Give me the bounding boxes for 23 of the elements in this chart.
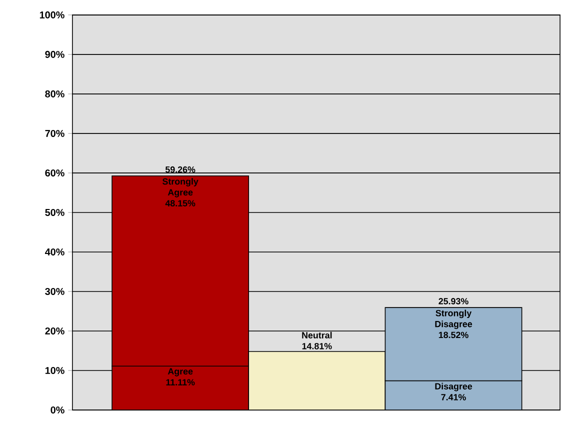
series-label: Strongly Agree bbox=[162, 178, 198, 198]
data-label: 7.41% bbox=[441, 394, 466, 400]
series-label: Agree bbox=[168, 368, 193, 376]
data-label: 48.15% bbox=[165, 200, 196, 206]
total-label: 59.26% bbox=[165, 166, 196, 173]
data-label: 11.11% bbox=[166, 379, 195, 386]
y-tick-label: 40% bbox=[44, 248, 64, 256]
y-tick-label: 0% bbox=[50, 406, 64, 414]
y-tick-label: 90% bbox=[45, 50, 64, 58]
y-tick-label: 60% bbox=[45, 169, 64, 176]
y-tick-label: 100% bbox=[40, 11, 64, 18]
series-label: Disagree bbox=[435, 382, 472, 392]
data-label: 14.81% bbox=[302, 343, 332, 350]
y-tick-label: 70% bbox=[45, 130, 64, 137]
total-label: 25.93% bbox=[438, 298, 468, 304]
y-tick-label: 50% bbox=[45, 208, 64, 216]
y-tick-label: 30% bbox=[45, 288, 64, 296]
data-label: 18.52% bbox=[438, 332, 468, 338]
y-tick-label: 80% bbox=[45, 90, 64, 98]
series-label: Strongly Disagree bbox=[435, 310, 472, 330]
y-tick-label: 20% bbox=[45, 328, 64, 335]
y-tick-label: 10% bbox=[45, 367, 64, 374]
series-label: Neutral bbox=[302, 332, 332, 338]
